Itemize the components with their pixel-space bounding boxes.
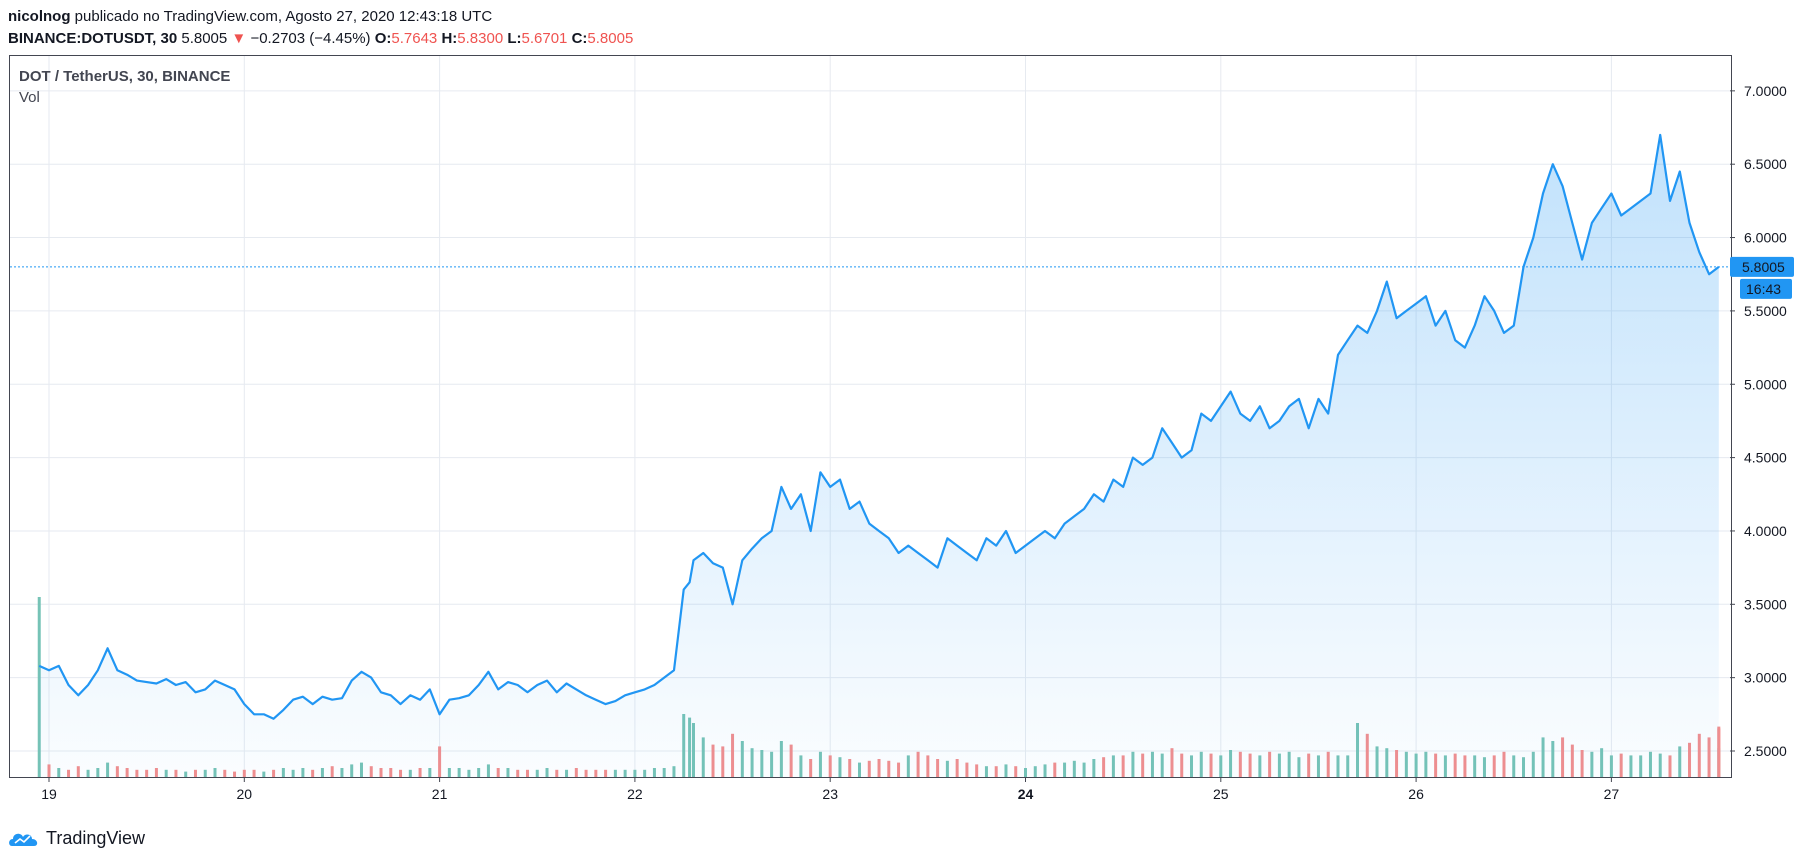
symbol-name: BINANCE:DOTUSDT, 30: [8, 30, 178, 47]
y-tick-label: 7.0000: [1744, 83, 1787, 99]
publish-info: nicolnog publicado no TradingView.com, A…: [8, 8, 492, 26]
last-price-tag-text: 5.8005: [1742, 259, 1785, 275]
x-tick-label: 23: [822, 786, 838, 802]
x-tick-label: 24: [1018, 786, 1034, 802]
open-label: O:: [374, 30, 392, 47]
y-tick-label: 3.5000: [1744, 596, 1787, 612]
x-tick-label: 19: [41, 786, 57, 802]
y-tick-label: 5.5000: [1744, 303, 1787, 319]
low-label: L:: [507, 30, 522, 47]
open-value: 5.7643: [391, 30, 438, 47]
author-name[interactable]: nicolnog: [8, 8, 71, 25]
y-tick-label: 4.0000: [1744, 523, 1787, 539]
tradingview-cloud-icon: [9, 833, 38, 846]
high-label: H:: [441, 30, 458, 47]
volume-label: Vol: [19, 89, 40, 106]
price-line: [38, 133, 1720, 720]
high-value: 5.8300: [457, 30, 504, 47]
countdown-tag-text: 16:43: [1746, 281, 1781, 297]
x-tick-label: 26: [1408, 786, 1424, 802]
down-arrow-icon: ▼: [231, 30, 247, 47]
last-price: 5.8005: [181, 30, 228, 47]
brand-name: TradingView: [46, 827, 146, 848]
y-tick-label: 5.0000: [1744, 376, 1787, 392]
x-tick-label: 25: [1213, 786, 1229, 802]
chart-frame: [9, 55, 1732, 778]
low-value: 5.6701: [521, 30, 568, 47]
price-tags: 5.8005 16:43: [1730, 256, 1794, 299]
x-tick-label: 21: [432, 786, 448, 802]
axes: 19 20 21 22 23 24 25 26 27 7.0000 6.5000 6.0000 5.50…: [41, 83, 1787, 802]
y-tick-label: 4.5000: [1744, 450, 1787, 466]
y-tick-label: 6.0000: [1744, 230, 1787, 246]
close-label: C:: [571, 30, 588, 47]
x-tick-label: 22: [627, 786, 643, 802]
pane-title: DOT / TetherUS, 30, BINANCE: [19, 68, 231, 85]
y-tick-label: 2.5000: [1744, 743, 1787, 759]
y-tick-label: 3.0000: [1744, 670, 1787, 686]
y-tick-label: 6.5000: [1744, 156, 1787, 172]
tradingview-logo[interactable]: TradingView: [8, 826, 145, 850]
x-tick-label: 20: [237, 786, 253, 802]
price-change: −0.2703 (−4.45%): [250, 30, 371, 47]
price-area: [39, 134, 1719, 777]
symbol-info-bar: BINANCE:DOTUSDT, 30 5.8005 ▼ −0.2703 (−4…: [8, 30, 633, 48]
x-tick-label: 27: [1604, 786, 1620, 802]
publish-date: publicado no TradingView.com, Agosto 27,…: [74, 8, 493, 25]
close-value: 5.8005: [587, 30, 634, 47]
last-price-tag: [1730, 256, 1794, 277]
countdown-tag: [1740, 278, 1792, 299]
volume-bar: [1717, 726, 1721, 777]
